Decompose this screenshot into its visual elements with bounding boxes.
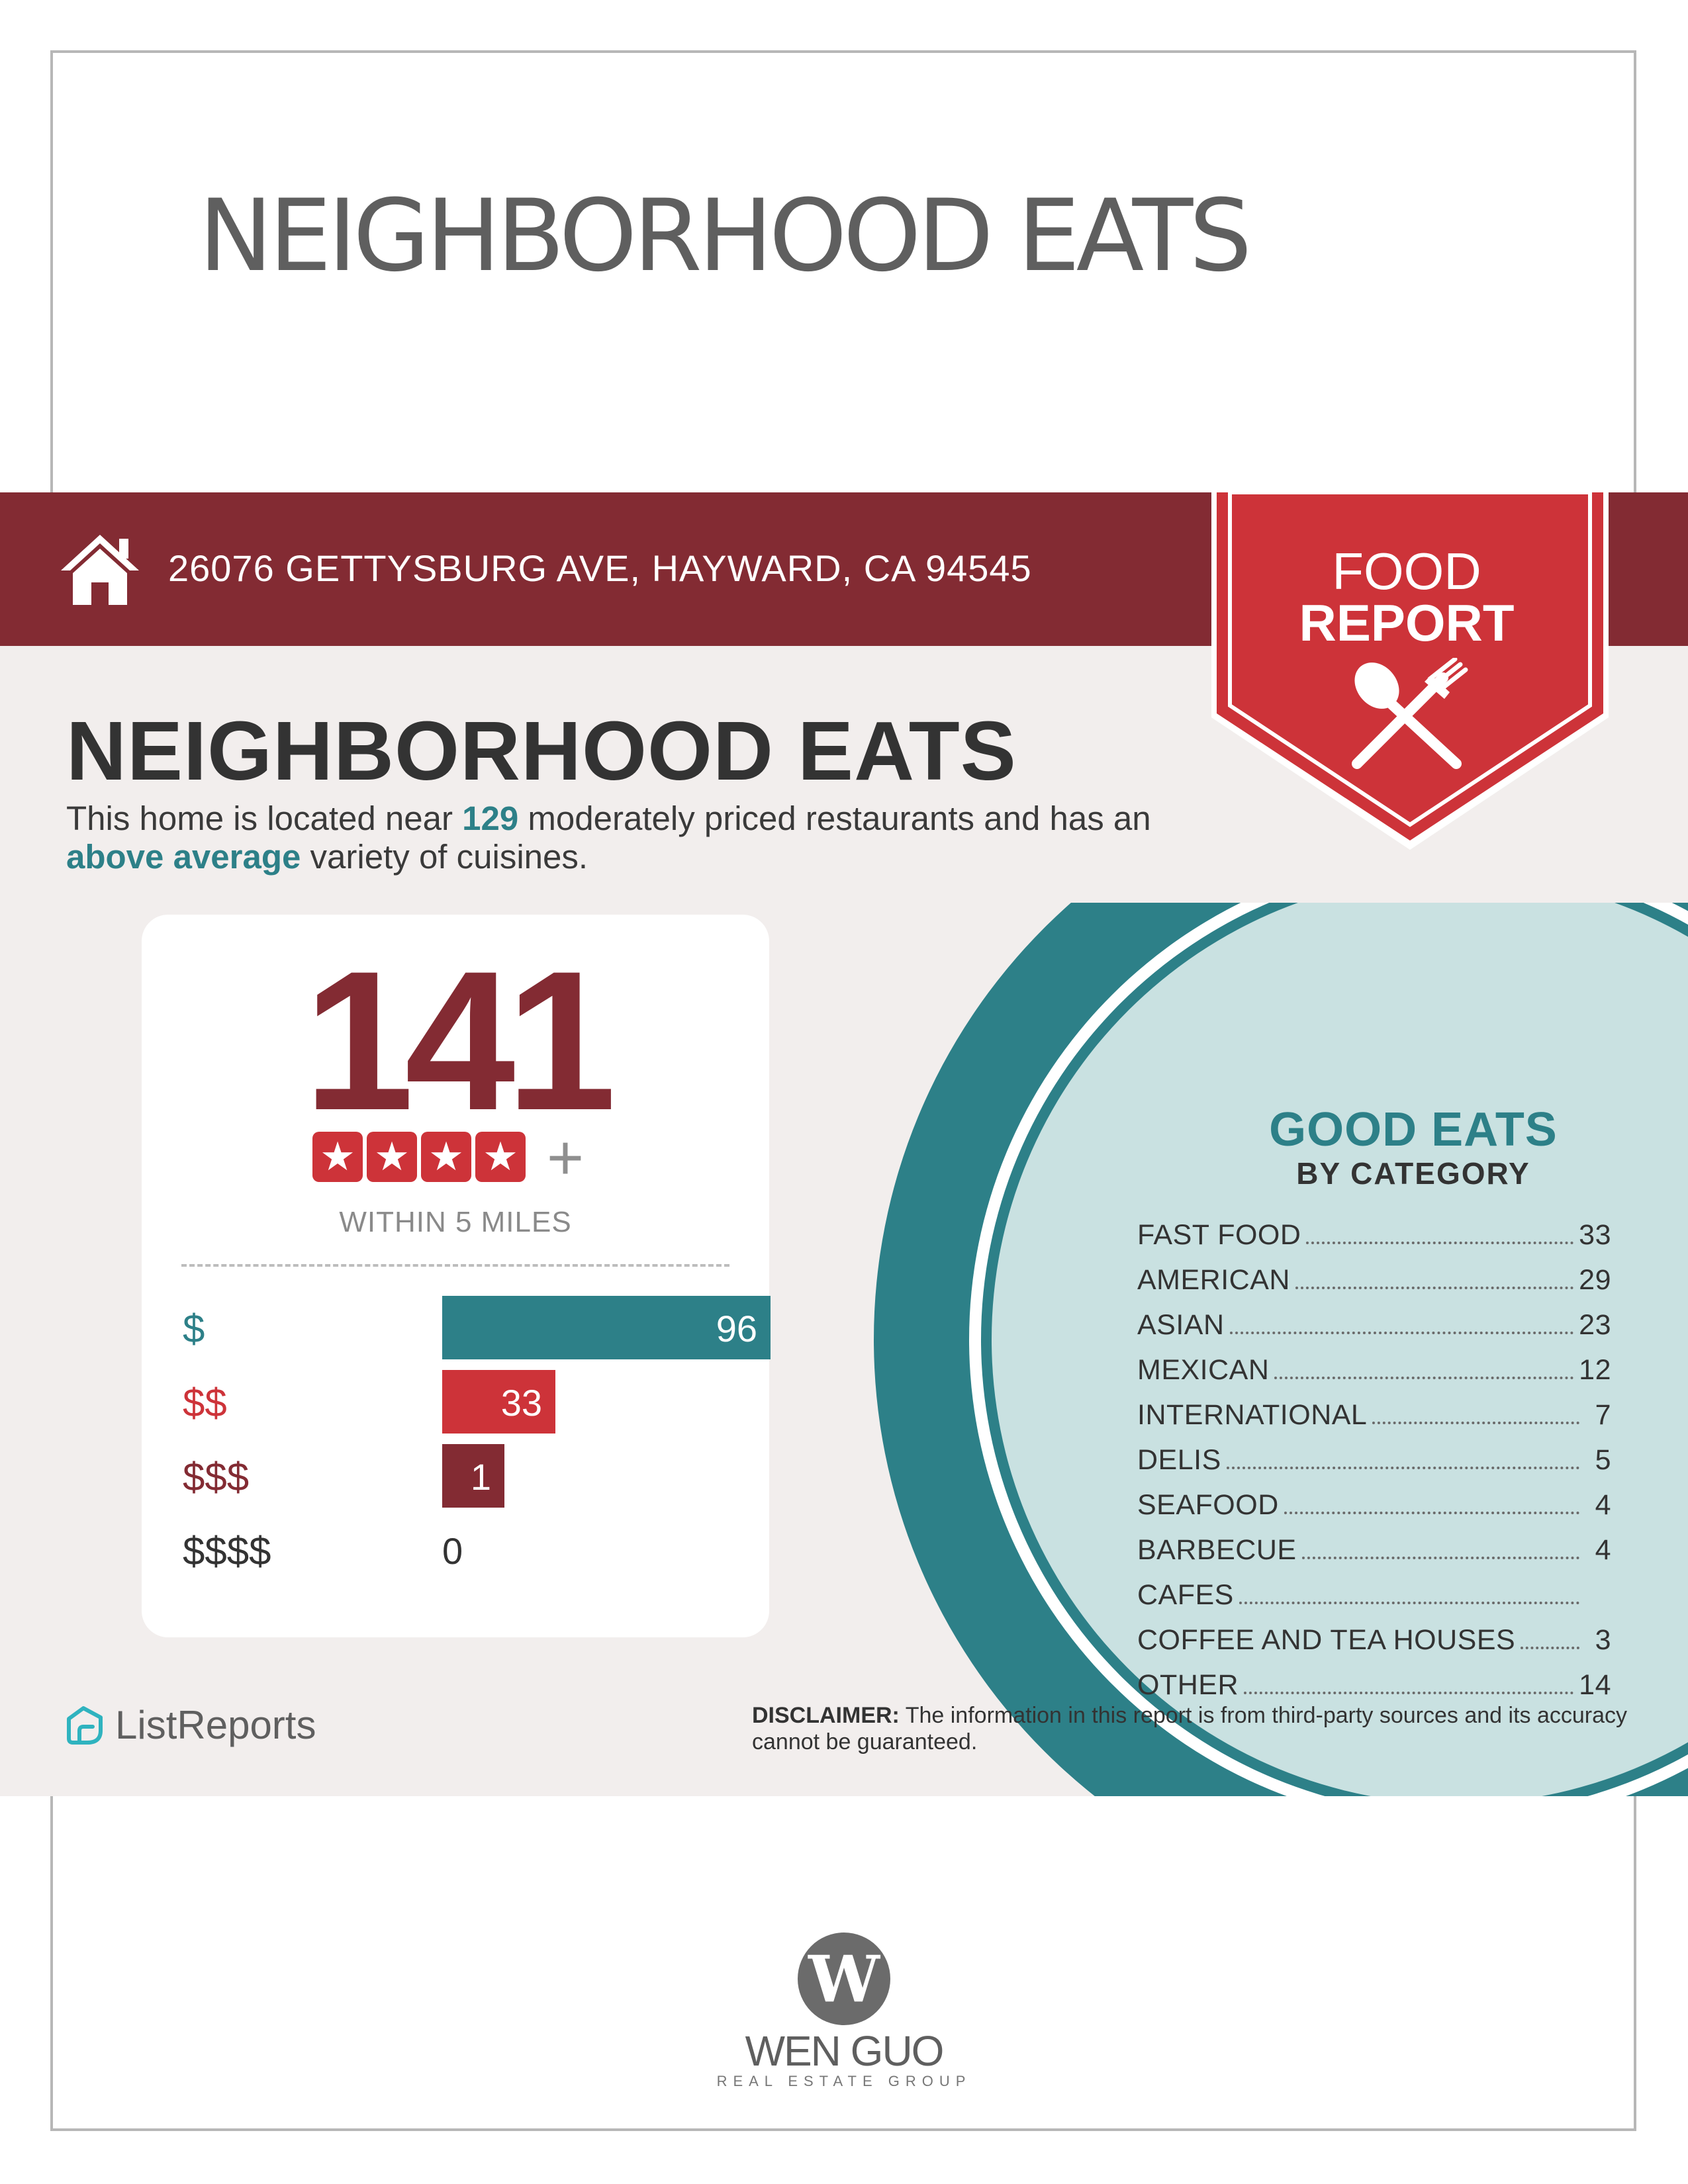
good-eats-circle	[874, 903, 1688, 1796]
section-heading: NEIGHBORHOOD EATS	[66, 704, 1017, 797]
brand-name: WEN GUO	[745, 2027, 945, 2075]
listreports-logo: ListReports	[64, 1702, 316, 1748]
dot-leader	[1521, 1625, 1579, 1649]
price-bar	[442, 1444, 504, 1508]
price-row-3: $$$ 1	[183, 1444, 752, 1510]
list-item: OTHER 14	[1137, 1669, 1611, 1714]
category-name: ASIAN	[1137, 1309, 1225, 1341]
dot-leader	[1226, 1445, 1579, 1469]
list-item: ASIAN 23	[1137, 1309, 1611, 1354]
price-level-label: $$$	[183, 1455, 250, 1499]
spoon-fork-icon	[1352, 658, 1468, 769]
restaurant-count-highlight: 129	[462, 799, 519, 837]
intro-text: This home is located near 129 moderately…	[66, 799, 1231, 876]
dot-leader	[1229, 1310, 1574, 1334]
listreports-icon	[67, 1706, 103, 1745]
disclaimer-text: The information in this report is from t…	[752, 1703, 1628, 1754]
category-name: SEAFOOD	[1137, 1489, 1279, 1521]
price-count: 1	[470, 1456, 491, 1498]
category-count: 23	[1579, 1309, 1611, 1341]
price-count: 96	[716, 1308, 757, 1349]
badge-line-report: REPORT	[1299, 594, 1515, 652]
price-row-1: $ 96	[183, 1296, 771, 1362]
dot-leader	[1306, 1220, 1574, 1244]
dot-leader	[1239, 1580, 1579, 1604]
stats-card: 141 ★ ★ ★ ★ + WITHIN 5 MILES $ 96 $$ 33 …	[142, 915, 771, 1637]
intro-part2: moderately priced restaurants and has an	[518, 799, 1151, 837]
food-report-badge	[1211, 492, 1609, 850]
intro-part3: variety of cuisines.	[301, 838, 588, 876]
category-count: 29	[1579, 1264, 1611, 1296]
price-level-label: $	[183, 1306, 205, 1351]
list-item: BARBECUE 4	[1137, 1534, 1611, 1579]
star-icon: ★	[367, 1132, 417, 1182]
star-icon: ★	[421, 1132, 471, 1182]
category-count: 14	[1579, 1669, 1611, 1701]
intro-part1: This home is located near	[66, 799, 463, 837]
plus-sign: +	[547, 1122, 585, 1193]
disclaimer-label: DISCLAIMER:	[752, 1703, 900, 1728]
dashed-divider	[181, 1264, 729, 1267]
dot-leader	[1284, 1490, 1579, 1514]
price-bar	[442, 1296, 771, 1359]
price-level-label: $$	[183, 1381, 227, 1425]
category-name: OTHER	[1137, 1669, 1239, 1701]
dot-leader	[1244, 1670, 1574, 1694]
category-name: MEXICAN	[1137, 1354, 1270, 1386]
list-item: SEAFOOD 4	[1137, 1489, 1611, 1534]
price-bar	[442, 1370, 555, 1433]
brand-tagline: REAL ESTATE GROUP	[716, 2073, 972, 2089]
good-eats-title: GOOD EATS	[1269, 1103, 1558, 1156]
disclaimer: DISCLAIMER: The information in this repo…	[752, 1702, 1632, 1755]
category-count: 7	[1595, 1399, 1611, 1431]
list-item: INTERNATIONAL 7	[1137, 1399, 1611, 1444]
good-eats-subtitle: BY CATEGORY	[1296, 1156, 1530, 1191]
price-count: 33	[500, 1382, 542, 1424]
star-icon: ★	[312, 1132, 363, 1182]
list-item: CAFES	[1137, 1579, 1611, 1624]
list-item: DELIS 5	[1137, 1444, 1611, 1489]
category-count: 33	[1579, 1219, 1611, 1251]
price-row-4: $$$$ 0	[183, 1518, 752, 1584]
star-rating: ★ ★ ★ ★	[312, 1132, 526, 1182]
category-name: CAFES	[1137, 1579, 1234, 1611]
badge-line-food: FOOD	[1332, 542, 1481, 600]
category-count: 5	[1595, 1444, 1611, 1476]
page-title: NEIGHBORHOOD EATS	[199, 179, 1252, 294]
category-name: AMERICAN	[1137, 1264, 1290, 1296]
category-count: 4	[1595, 1489, 1611, 1521]
category-name: INTERNATIONAL	[1137, 1399, 1368, 1431]
category-list: FAST FOOD 33 AMERICAN 29 ASIAN 23 MEXICAN 12…	[1137, 1219, 1611, 1714]
category-name: COFFEE AND TEA HOUSES	[1137, 1624, 1516, 1656]
dot-leader	[1301, 1535, 1579, 1559]
price-row-2: $$ 33	[183, 1370, 752, 1436]
category-count: 4	[1595, 1534, 1611, 1566]
variety-highlight: above average	[66, 838, 301, 876]
food-report-label: FOOD REPORT	[1211, 545, 1602, 649]
dot-leader	[1372, 1400, 1579, 1424]
report-panel: 26076 GETTYSBURG AVE, HAYWARD, CA 94545 …	[0, 492, 1688, 1796]
category-name: BARBECUE	[1137, 1534, 1297, 1566]
list-item: COFFEE AND TEA HOUSES 3	[1137, 1624, 1611, 1669]
brand-logo: W	[798, 1933, 890, 2025]
restaurant-total: 141	[303, 929, 617, 1152]
dot-leader	[1274, 1355, 1574, 1379]
list-item: MEXICAN 12	[1137, 1354, 1611, 1399]
dot-leader	[1295, 1265, 1574, 1289]
category-count: 12	[1579, 1354, 1611, 1386]
price-level-label: $$$$	[183, 1529, 271, 1573]
category-count: 3	[1595, 1624, 1611, 1656]
category-name: DELIS	[1137, 1444, 1221, 1476]
star-icon: ★	[475, 1132, 526, 1182]
list-item: AMERICAN 29	[1137, 1264, 1611, 1309]
distance-label: WITHIN 5 MILES	[339, 1206, 572, 1238]
provider-name: ListReports	[115, 1703, 316, 1747]
category-name: FAST FOOD	[1137, 1219, 1301, 1251]
property-address: 26076 GETTYSBURG AVE, HAYWARD, CA 94545	[168, 547, 1032, 589]
home-icon	[61, 535, 139, 605]
price-count: 0	[442, 1530, 463, 1572]
list-item: FAST FOOD 33	[1137, 1219, 1611, 1264]
